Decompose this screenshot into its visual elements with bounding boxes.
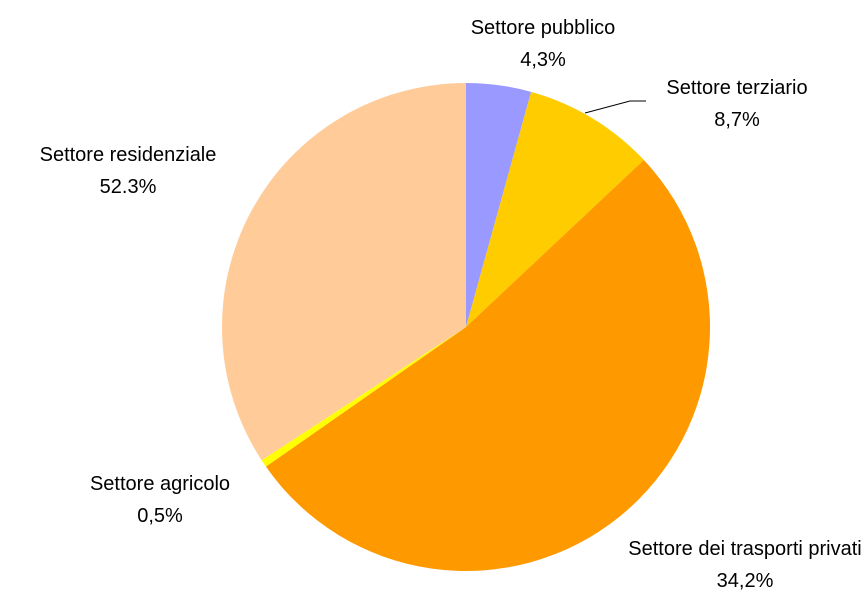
slice-label: Settore agricolo 0,5% — [50, 468, 270, 532]
slice-label: Settore dei trasporti privati 34,2% — [625, 533, 864, 590]
pie-slice — [222, 83, 466, 461]
slice-name: Settore dei trasporti privati — [628, 538, 862, 560]
slice-name: Settore agricolo — [89, 473, 231, 495]
pie-slice — [466, 91, 644, 327]
slice-name: Settore residenziale — [39, 144, 217, 166]
slice-value: 4,3% — [520, 49, 566, 71]
slice-value: 0,5% — [137, 505, 183, 527]
pie-slice — [466, 83, 532, 327]
pie-slice — [265, 159, 711, 572]
slice-value: 8,7% — [714, 109, 760, 131]
pie-slice — [261, 327, 466, 467]
leader-line — [584, 100, 646, 114]
slice-label: Settore terziario 8,7% — [627, 72, 847, 136]
slice-name: Settore pubblico — [470, 17, 616, 39]
slice-name: Settore terziario — [666, 77, 808, 99]
slice-value: 34,2% — [716, 570, 774, 590]
slice-label: Settore residenziale 52.3% — [3, 139, 253, 203]
slice-value: 52.3% — [99, 176, 157, 198]
slice-label: Settore pubblico 4,3% — [433, 12, 653, 76]
